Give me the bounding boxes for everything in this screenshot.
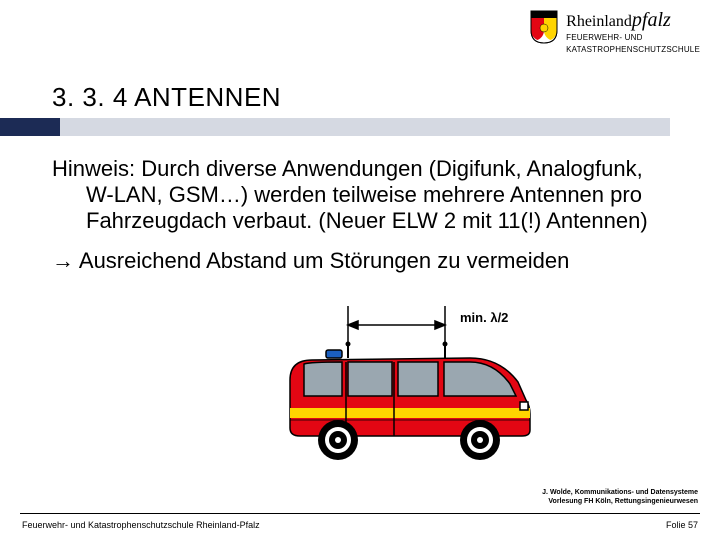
logo-subtitle-2: KATASTROPHENSCHUTZSCHULE (566, 46, 700, 54)
credit-line-2: Vorlesung FH Köln, Rettungsingenieurwese… (542, 498, 698, 506)
shield-icon (530, 10, 558, 49)
hinweis-label: Hinweis: (52, 156, 135, 181)
diagram-label: min. λ/2 (460, 310, 508, 325)
arrow-text: Ausreichend Abstand um Störungen zu verm… (74, 248, 569, 273)
arrow-icon: → (52, 248, 74, 273)
wordmark-main: Rheinland (566, 13, 632, 30)
hinweis-text: Durch diverse Anwendungen (Digifunk, Ana… (86, 156, 648, 233)
wordmark-script: pfalz (632, 9, 671, 31)
van-diagram: min. λ/2 (270, 300, 540, 470)
logo-block: Rheinlandpfalz FEUERWEHR- UND KATASTROPH… (530, 10, 700, 54)
footer-right: Folie 57 (666, 520, 698, 530)
footer-divider (20, 513, 700, 514)
image-credit: J. Wolde, Kommunikations- und Datensyste… (542, 489, 698, 506)
slide-heading: 3. 3. 4 ANTENNEN (52, 82, 281, 113)
wordmark: Rheinlandpfalz FEUERWEHR- UND KATASTROPH… (566, 10, 700, 54)
footer-left: Feuerwehr- und Katastrophenschutzschule … (22, 520, 260, 530)
accent-bar-dark (0, 118, 60, 136)
credit-line-1: J. Wolde, Kommunikations- und Datensyste… (542, 489, 698, 497)
accent-bar-light (60, 118, 670, 136)
logo-subtitle-1: FEUERWEHR- UND (566, 34, 700, 42)
body-text: Hinweis: Durch diverse Anwendungen (Digi… (52, 156, 672, 274)
